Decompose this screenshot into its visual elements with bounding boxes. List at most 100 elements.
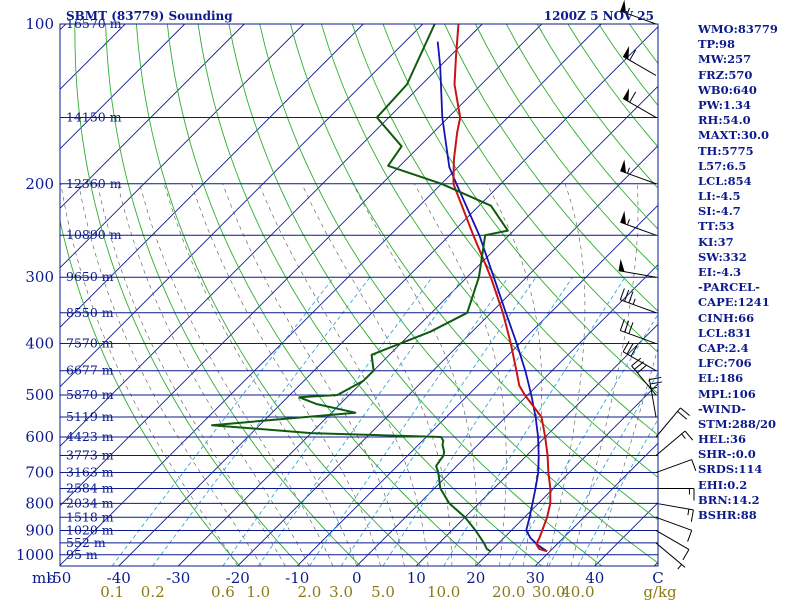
isotherm-line xyxy=(60,24,305,269)
mixing-ratio-line xyxy=(340,276,537,566)
index-item: LCL:854 xyxy=(698,173,752,188)
wind-barb xyxy=(622,88,657,118)
height-label: 6677 m xyxy=(66,363,114,378)
height-label: 3773 m xyxy=(66,447,114,462)
index-item: MAXT:30.0 xyxy=(698,128,769,143)
isotherm-line xyxy=(475,383,658,566)
moist-adiabat-line xyxy=(546,183,586,566)
temperature-tick-label: -40 xyxy=(107,569,131,587)
index-item: LI:-4.5 xyxy=(698,189,741,204)
mixing-ratio-label: 20.0 xyxy=(492,583,525,600)
pressure-tick-label: 300 xyxy=(25,268,54,286)
profiles xyxy=(211,24,552,553)
pressure-tick-label: 1000 xyxy=(16,546,54,564)
temperature-tick-label: -20 xyxy=(226,569,250,587)
height-label: 1518 m xyxy=(66,509,114,524)
wind-barb xyxy=(620,159,657,185)
moist-adiabat-line xyxy=(78,183,262,566)
isotherm-line xyxy=(60,24,602,566)
isotherm-line xyxy=(60,24,543,507)
height-label: 3163 m xyxy=(66,465,114,480)
index-item: KI:37 xyxy=(698,234,734,249)
moist-adiabat-line xyxy=(97,183,286,566)
wind-barb xyxy=(655,430,694,456)
dry-adiabat-line xyxy=(413,24,658,353)
index-item: STM:288/20 xyxy=(698,416,777,431)
wind-barb xyxy=(619,319,657,345)
mixing-ratio-label: 40.0 xyxy=(561,583,594,600)
height-label: 7570 m xyxy=(66,336,114,351)
height-label: 2034 m xyxy=(66,495,114,510)
dry-adiabat-line xyxy=(474,24,658,271)
moist-adiabat-line xyxy=(301,183,453,566)
temperature-tick-label: -10 xyxy=(285,569,309,587)
index-item: SW:332 xyxy=(698,249,747,264)
moist-adiabat-line xyxy=(570,183,639,566)
mixing-ratio-label: 2.0 xyxy=(297,583,321,600)
moist-adiabat-line xyxy=(139,183,334,566)
index-item: TH:5775 xyxy=(698,143,754,158)
wind-barb xyxy=(620,210,657,236)
moist-adiabat-line xyxy=(117,183,310,566)
isotherm-line xyxy=(60,24,424,388)
dry-adiabat-line xyxy=(228,24,603,566)
height-label: 95 m xyxy=(66,547,98,562)
index-item: CAP:2.4 xyxy=(698,340,749,355)
pressure-tick-label: 700 xyxy=(25,464,54,482)
mixing-ratio-label: 3.0 xyxy=(329,583,353,600)
dry-adiabat-line xyxy=(74,24,301,566)
pressure-tick-label: 600 xyxy=(25,428,54,446)
wind-barb xyxy=(655,542,686,570)
wind-barb xyxy=(619,288,657,314)
height-label: 2584 m xyxy=(66,480,114,495)
wind-barb xyxy=(622,46,657,76)
index-item: SHR-:0.0 xyxy=(698,447,756,462)
wind-barb xyxy=(631,357,657,396)
temperature-tick-label: -50 xyxy=(47,569,71,587)
wind-barbs xyxy=(618,0,697,570)
sounding-time: 1200Z 5 NOV 25 xyxy=(544,9,654,23)
mixing-ratio-line xyxy=(309,276,509,566)
mixing-ratio-unit-label: g/kg xyxy=(643,583,677,600)
pressure-tick-label: 500 xyxy=(25,386,54,404)
height-label: 8550 m xyxy=(66,305,114,320)
dry-adiabat-line xyxy=(166,24,482,566)
temperature-tick-label: 10 xyxy=(407,569,426,587)
mixing-ratio-label: 5.0 xyxy=(371,583,395,600)
index-item: TP:98 xyxy=(698,37,736,52)
dry-adiabat-line xyxy=(351,24,658,436)
wind-barb xyxy=(655,516,693,542)
temperature-tick-label: 30 xyxy=(526,569,545,587)
mixing-ratio-line xyxy=(443,276,626,566)
index-item: LFC:706 xyxy=(698,356,752,371)
isotherm-line xyxy=(60,24,483,447)
wind-barb xyxy=(655,459,697,474)
mixing-ratio-line xyxy=(222,276,433,566)
index-item: LCL:831 xyxy=(698,325,752,340)
dry-adiabat-line xyxy=(320,24,658,478)
index-item: MW:257 xyxy=(698,52,752,67)
index-item: RH:54.0 xyxy=(698,113,751,128)
index-item: FRZ:570 xyxy=(698,67,753,82)
pressure-tick-label: 400 xyxy=(25,335,54,353)
height-label: 14150 m xyxy=(66,109,122,124)
dry-adiabat-line xyxy=(444,24,658,312)
mixing-ratio-line xyxy=(257,276,464,566)
index-item: CINH:66 xyxy=(698,310,755,325)
temperature-unit-label: C xyxy=(652,569,663,587)
isobars xyxy=(60,23,658,556)
index-item: BSHR:88 xyxy=(698,508,757,522)
moist-adiabat-line xyxy=(222,183,405,566)
dry-adiabat-line xyxy=(135,24,422,566)
isotherm-line xyxy=(415,323,658,566)
mixing-ratio-label: 30.0 xyxy=(532,583,565,600)
pressure-tick-label: 900 xyxy=(25,521,54,539)
pressure-tick-label: 800 xyxy=(25,494,54,512)
pressure-tick-label: 100 xyxy=(25,15,54,33)
index-item: CAPE:1241 xyxy=(698,295,770,310)
temperature-tick-label: -30 xyxy=(166,569,190,587)
moist-adiabat-line xyxy=(594,346,658,566)
isotherm-line xyxy=(296,204,658,566)
